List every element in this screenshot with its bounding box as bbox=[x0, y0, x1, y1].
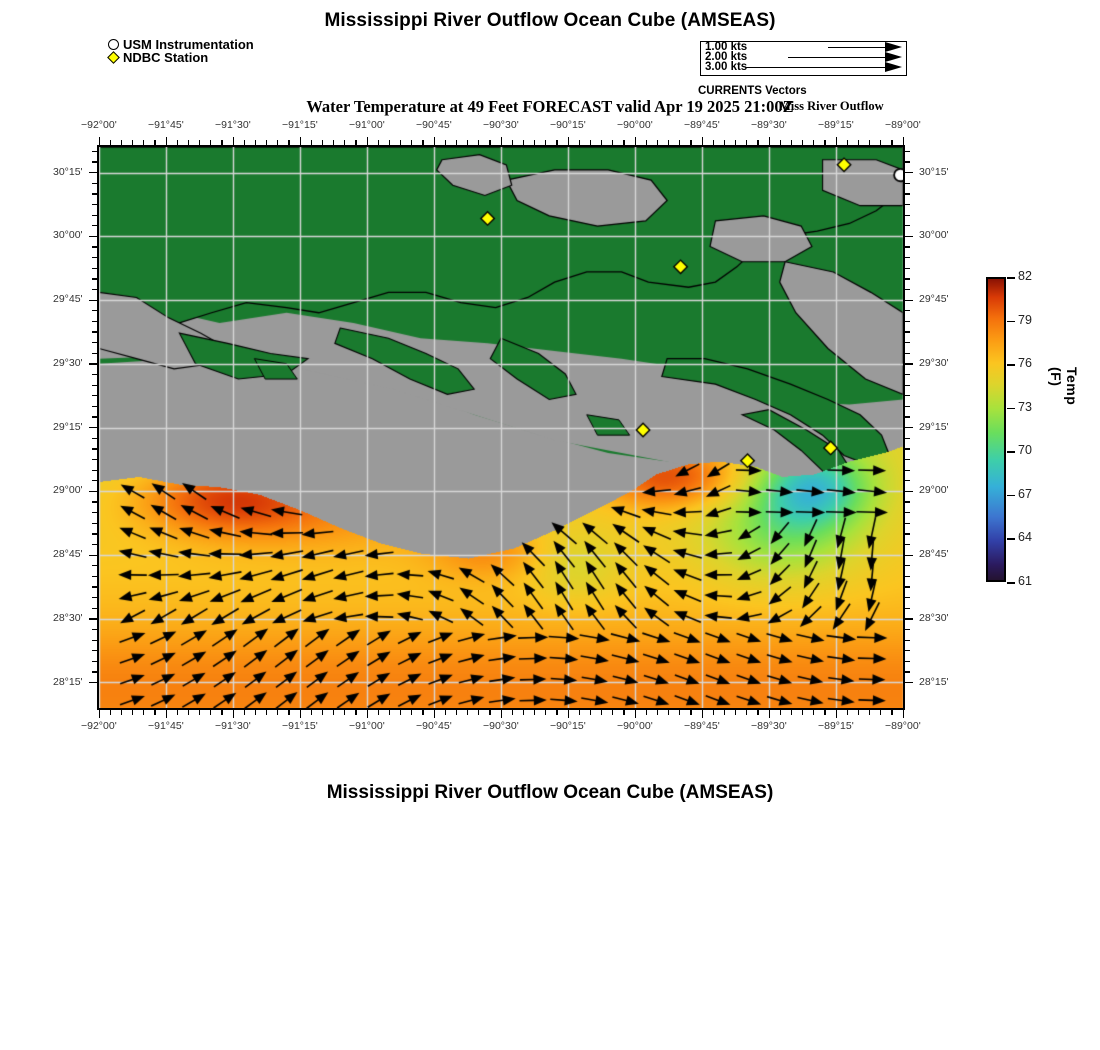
colorbar-gradient bbox=[986, 277, 1006, 582]
axis-left-latitude bbox=[89, 145, 97, 710]
colorbar-tick-label: 64 bbox=[1018, 530, 1032, 545]
axis-tick-label: −92°00' bbox=[81, 119, 117, 131]
axis-tick-label: −89°45' bbox=[684, 720, 720, 732]
vector-tail-icon bbox=[788, 57, 886, 59]
map-raster bbox=[99, 147, 903, 708]
axis-tick-label: 29°00' bbox=[919, 484, 949, 497]
axis-tick-label: −90°00' bbox=[617, 720, 653, 732]
axis-tick-label: −90°30' bbox=[483, 720, 519, 732]
axis-tick-label: −91°30' bbox=[215, 720, 251, 732]
axis-tick-label: −91°00' bbox=[349, 720, 385, 732]
vector-legend-row-3: 3.00 kts bbox=[701, 61, 906, 73]
colorbar-tick bbox=[1007, 494, 1015, 497]
vector-legend-row-2: 2.00 kts bbox=[701, 51, 906, 63]
axis-tick-label: 28°30' bbox=[53, 611, 83, 624]
vector-arrowhead-icon bbox=[885, 42, 902, 52]
footer-title: Mississippi River Outflow Ocean Cube (AM… bbox=[326, 782, 774, 803]
axis-tick-label: −90°45' bbox=[416, 119, 452, 131]
colorbar-tick-label: 82 bbox=[1018, 269, 1032, 283]
colorbar-tick-label: 76 bbox=[1018, 356, 1032, 371]
axis-tick-label: −89°15' bbox=[818, 720, 854, 732]
axis-tick-label: −91°00' bbox=[349, 119, 385, 131]
axis-tick-label: 29°30' bbox=[53, 356, 83, 369]
axis-tick-label: −91°15' bbox=[282, 119, 318, 131]
vector-arrowhead-icon bbox=[885, 62, 902, 72]
axis-tick-label: −91°45' bbox=[148, 119, 184, 131]
vector-scale-legend: 1.00 kts 2.00 kts 3.00 kts bbox=[700, 41, 907, 76]
colorbar-tick-label: 61 bbox=[1018, 574, 1032, 588]
axis-tick-label: 29°00' bbox=[53, 484, 83, 497]
axis-tick-label: −92°00' bbox=[81, 720, 117, 732]
legend-item-ndbc: NDBC Station bbox=[107, 50, 254, 65]
axis-tick-label: 28°45' bbox=[919, 548, 949, 560]
axis-tick-label: −89°00' bbox=[885, 720, 921, 732]
axis-tick-label: −90°15' bbox=[550, 119, 586, 131]
colorbar-tick bbox=[1007, 451, 1015, 453]
vector-legend-label-1: 1.00 kts bbox=[705, 41, 748, 53]
axis-bottom-longitude bbox=[97, 710, 905, 718]
axis-tick-label: 30°15' bbox=[919, 165, 949, 178]
axis-tick-label: −91°30' bbox=[215, 119, 251, 131]
axis-tick-label: 30°00' bbox=[919, 229, 949, 242]
colorbar-tick bbox=[1007, 407, 1015, 410]
legend-label-ndbc: NDBC Station bbox=[123, 50, 209, 65]
colorbar-tick-label: 79 bbox=[1018, 312, 1032, 327]
axis-tick-label: 28°15' bbox=[919, 675, 949, 688]
axis-tick-label: 29°45' bbox=[919, 293, 949, 305]
axis-tick-label: −90°15' bbox=[550, 720, 586, 732]
vector-legend-label-2: 2.00 kts bbox=[705, 51, 748, 63]
axis-tick-label: 28°30' bbox=[919, 611, 949, 624]
axis-tick-label: 28°15' bbox=[53, 675, 83, 688]
axis-tick-label: 29°45' bbox=[53, 293, 83, 305]
vector-legend-row-1: 1.00 kts bbox=[701, 41, 906, 53]
colorbar-title: Temp (F) bbox=[1048, 367, 1080, 406]
marker-legend: USM Instrumentation NDBC Station bbox=[107, 38, 254, 65]
map-subtitle-region: Miss River Outflow bbox=[779, 99, 884, 113]
colorbar-tick bbox=[1007, 277, 1015, 279]
axis-tick-label: 29°15' bbox=[53, 420, 83, 433]
axis-tick-label: −89°15' bbox=[818, 119, 854, 131]
legend-label-usm: USM Instrumentation bbox=[123, 37, 254, 52]
axis-tick-label: 30°00' bbox=[53, 229, 83, 242]
vector-tail-icon bbox=[746, 67, 886, 69]
vector-legend-label-3: 3.00 kts bbox=[705, 61, 748, 73]
axis-tick-label: 28°45' bbox=[53, 548, 83, 560]
axis-tick-label: −89°30' bbox=[751, 119, 787, 131]
axis-right-latitude bbox=[905, 145, 913, 710]
axis-tick-label: 29°15' bbox=[919, 420, 949, 433]
axis-tick-label: −89°30' bbox=[751, 720, 787, 732]
diamond-marker-icon bbox=[107, 51, 120, 64]
map-subtitle: Water Temperature at 49 Feet FORECAST va… bbox=[0, 97, 1100, 117]
legend-item-usm: USM Instrumentation bbox=[108, 38, 254, 51]
colorbar-tick-label: 67 bbox=[1018, 486, 1032, 501]
map-plot-area[interactable] bbox=[97, 145, 905, 710]
axis-top-longitude bbox=[97, 137, 905, 145]
axis-tick-label: −91°45' bbox=[148, 720, 184, 732]
map-subtitle-text: Water Temperature at 49 Feet FORECAST va… bbox=[306, 97, 794, 116]
colorbar-tick bbox=[1007, 538, 1015, 541]
axis-tick-label: 30°15' bbox=[53, 165, 83, 178]
axis-tick-label: −91°15' bbox=[282, 720, 318, 732]
colorbar-tick-label: 73 bbox=[1018, 399, 1032, 414]
vector-legend-caption: CURRENTS Vectors bbox=[698, 85, 807, 97]
colorbar-tick bbox=[1007, 364, 1015, 366]
circle-marker-icon bbox=[108, 39, 119, 50]
axis-tick-label: 29°30' bbox=[919, 356, 949, 369]
colorbar-tick bbox=[1007, 582, 1015, 584]
colorbar-tick bbox=[1007, 320, 1015, 323]
axis-tick-label: −90°45' bbox=[416, 720, 452, 732]
vector-arrowhead-icon bbox=[885, 52, 902, 62]
axis-tick-label: −90°00' bbox=[617, 119, 653, 131]
page-title: Mississippi River Outflow Ocean Cube (AM… bbox=[324, 10, 776, 31]
axis-tick-label: −89°45' bbox=[684, 119, 720, 131]
colorbar-tick-label: 70 bbox=[1018, 443, 1032, 458]
axis-tick-label: −89°00' bbox=[885, 119, 921, 131]
axis-tick-label: −90°30' bbox=[483, 119, 519, 131]
vector-tail-icon bbox=[828, 47, 886, 49]
